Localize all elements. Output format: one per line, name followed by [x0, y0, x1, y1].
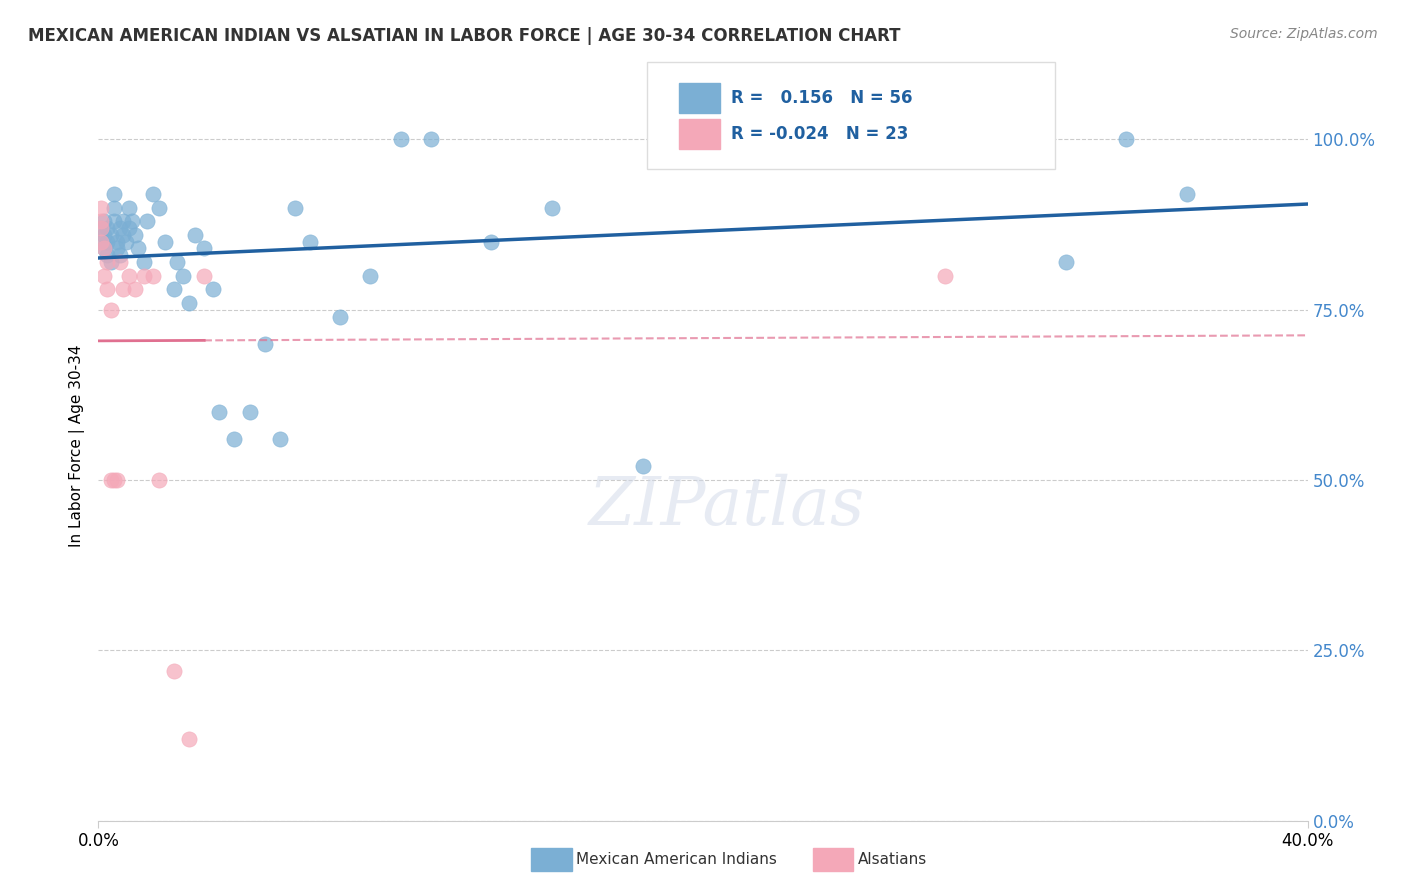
Text: ZIPatlas: ZIPatlas	[589, 474, 865, 539]
Point	[1115, 132, 1137, 146]
Point	[179, 296, 201, 310]
Point	[148, 473, 170, 487]
Point	[193, 268, 215, 283]
Point	[90, 201, 112, 215]
Point	[90, 214, 112, 228]
Point	[153, 235, 176, 249]
Point	[90, 221, 112, 235]
Point	[96, 235, 118, 249]
Text: Alsatians: Alsatians	[858, 853, 927, 867]
Point	[96, 282, 118, 296]
Point	[103, 186, 125, 201]
Point	[166, 255, 188, 269]
Point	[93, 242, 115, 256]
Point	[93, 268, 115, 283]
Point	[752, 132, 775, 146]
Point	[111, 214, 134, 228]
Point	[124, 227, 146, 242]
Point	[934, 268, 956, 283]
Point	[105, 235, 128, 249]
Point	[389, 132, 412, 146]
Point	[934, 132, 956, 146]
Point	[105, 242, 128, 256]
Point	[124, 282, 146, 296]
Point	[90, 221, 112, 235]
Point	[105, 473, 128, 487]
Point	[100, 255, 122, 269]
Point	[100, 227, 122, 242]
Y-axis label: In Labor Force | Age 30-34: In Labor Force | Age 30-34	[69, 344, 84, 548]
Point	[329, 310, 352, 324]
Point	[540, 201, 562, 215]
Point	[108, 221, 131, 235]
Point	[360, 268, 382, 283]
Point	[118, 221, 141, 235]
Text: R =   0.156   N = 56: R = 0.156 N = 56	[731, 89, 912, 107]
Point	[148, 201, 170, 215]
Point	[90, 235, 112, 249]
Point	[193, 242, 215, 256]
Point	[253, 336, 276, 351]
Point	[132, 255, 155, 269]
Point	[90, 235, 112, 249]
Point	[224, 432, 246, 446]
Point	[269, 432, 291, 446]
Point	[172, 268, 194, 283]
Point	[100, 302, 122, 317]
Point	[93, 214, 115, 228]
Point	[284, 201, 307, 215]
Point	[179, 731, 201, 746]
Point	[93, 227, 115, 242]
Text: MEXICAN AMERICAN INDIAN VS ALSATIAN IN LABOR FORCE | AGE 30-34 CORRELATION CHART: MEXICAN AMERICAN INDIAN VS ALSATIAN IN L…	[28, 27, 901, 45]
Point	[96, 248, 118, 262]
Point	[121, 214, 143, 228]
Point	[631, 459, 654, 474]
Point	[103, 201, 125, 215]
Point	[1054, 255, 1077, 269]
Point	[184, 227, 207, 242]
Point	[163, 282, 186, 296]
Point	[93, 242, 115, 256]
Point	[118, 268, 141, 283]
Point	[132, 268, 155, 283]
Text: Source: ZipAtlas.com: Source: ZipAtlas.com	[1230, 27, 1378, 41]
Point	[96, 221, 118, 235]
Point	[1175, 186, 1198, 201]
Point	[100, 473, 122, 487]
Point	[118, 201, 141, 215]
Point	[111, 227, 134, 242]
Point	[103, 473, 125, 487]
Point	[163, 664, 186, 678]
Point	[108, 248, 131, 262]
Point	[127, 242, 149, 256]
Point	[299, 235, 322, 249]
Point	[481, 235, 503, 249]
Text: Mexican American Indians: Mexican American Indians	[576, 853, 778, 867]
Point	[103, 214, 125, 228]
Point	[142, 186, 165, 201]
Point	[142, 268, 165, 283]
Point	[208, 405, 231, 419]
Point	[111, 282, 134, 296]
Text: R = -0.024   N = 23: R = -0.024 N = 23	[731, 125, 908, 143]
Point	[239, 405, 262, 419]
Point	[135, 214, 157, 228]
Point	[108, 255, 131, 269]
Point	[420, 132, 443, 146]
Point	[114, 235, 136, 249]
Point	[96, 255, 118, 269]
Point	[202, 282, 225, 296]
